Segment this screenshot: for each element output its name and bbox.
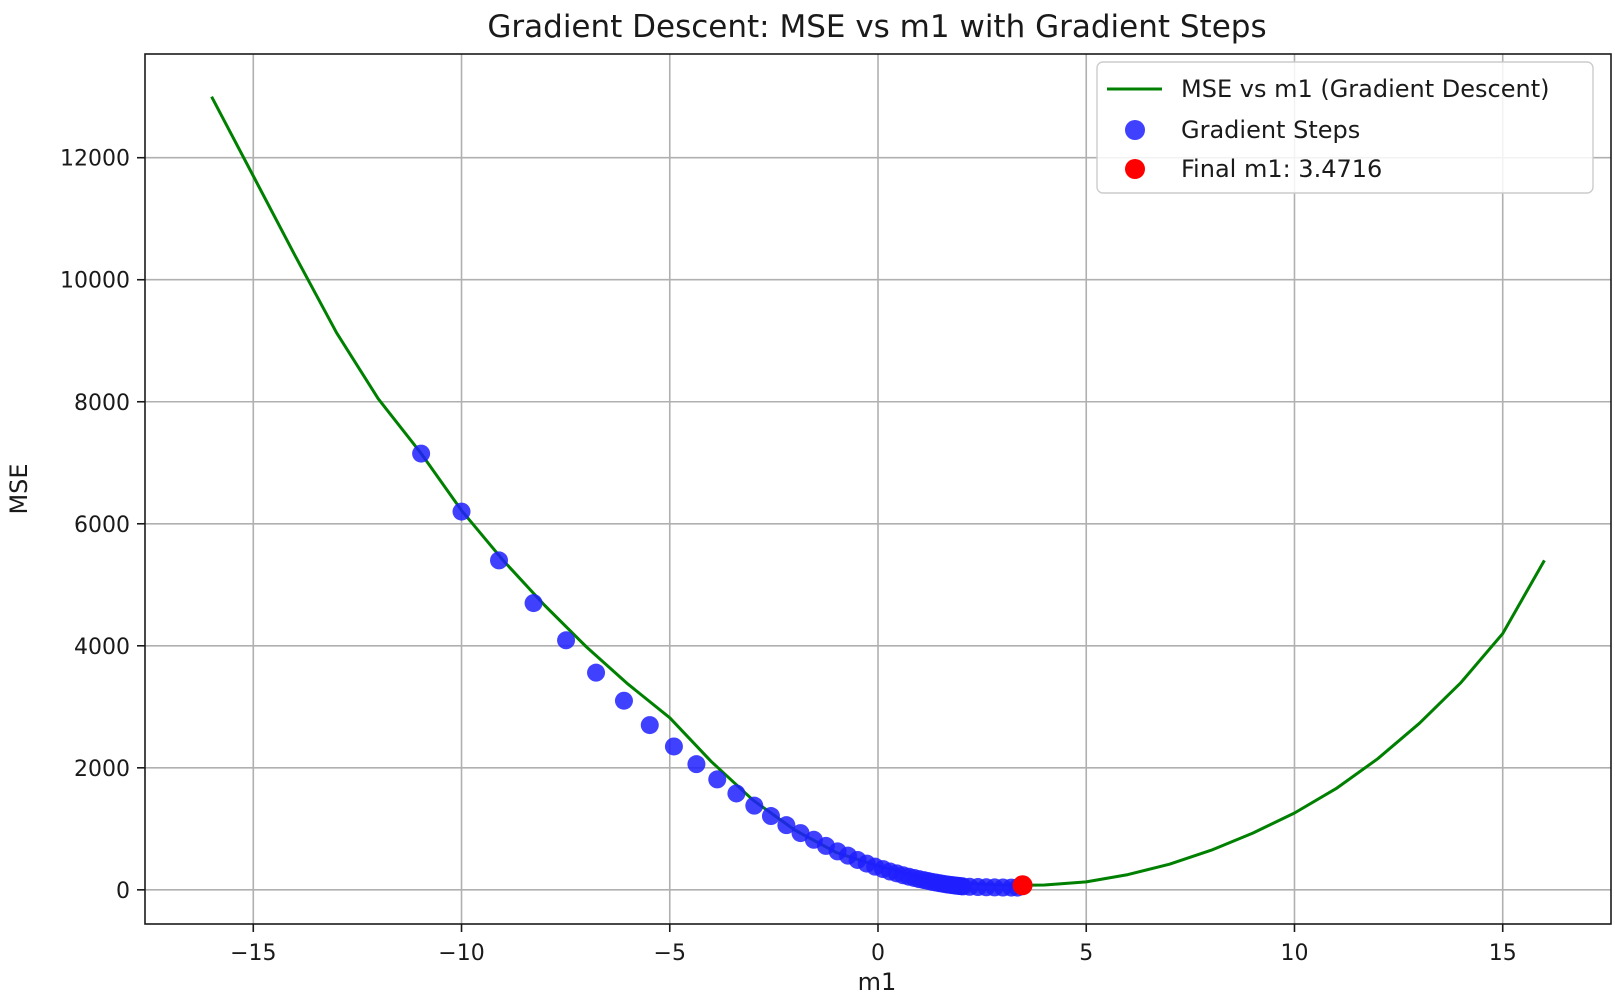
gradient-step-point [524,594,543,613]
y-tick-label: 10000 [60,269,130,294]
gradient-step-point [640,716,659,735]
gradient-step-point [490,551,509,570]
x-tick-label: −10 [438,941,484,966]
chart-title: Gradient Descent: MSE vs m1 with Gradien… [487,9,1266,45]
grid [145,54,1611,924]
y-tick-label: 8000 [74,391,130,416]
x-tick-label: −15 [230,941,276,966]
legend-red-dot-swatch [1125,159,1145,179]
gradient-step-point [791,824,810,843]
gradient-step-point [761,807,780,826]
legend-label-gradient-steps: Gradient Steps [1181,116,1360,144]
x-tick-label: 0 [871,941,885,966]
legend: MSE vs m1 (Gradient Descent) Gradient St… [1096,61,1594,194]
x-tick-label: 10 [1280,941,1308,966]
gradient-step-point [708,770,727,789]
gradient-step-point [412,444,431,463]
plot-area [210,96,1546,897]
legend-label-final-m1: Final m1: 3.4716 [1181,155,1382,183]
x-tick-label: −5 [654,941,686,966]
gradient-step-point [687,755,706,774]
y-tick-label: 2000 [74,757,130,782]
y-tick-label: 0 [116,879,130,904]
x-axis-label: m1 [858,968,897,995]
y-tick-label: 6000 [74,513,130,538]
final-m1-point [1012,875,1033,896]
gradient-step-point [614,691,633,710]
gradient-step-point [452,502,471,521]
legend-blue-dot-swatch [1125,120,1145,140]
x-axis: −15 −10 −5 0 5 10 15 [230,924,1517,966]
legend-box [1096,61,1594,194]
gradient-step-point [587,663,606,682]
y-axis-label: MSE [5,463,33,514]
gradient-step-point [745,796,764,815]
y-tick-label: 12000 [60,147,130,172]
y-axis: 0 2000 4000 6000 8000 10000 12000 [60,147,145,904]
gradient-step-point [664,737,683,756]
x-tick-label: 15 [1489,941,1517,966]
y-tick-label: 4000 [74,635,130,660]
gradient-step-point [727,784,746,803]
legend-label-mse-line: MSE vs m1 (Gradient Descent) [1181,75,1550,103]
x-tick-label: 5 [1079,941,1093,966]
gradient-step-point [557,631,576,650]
gradient-step-point [777,816,796,835]
